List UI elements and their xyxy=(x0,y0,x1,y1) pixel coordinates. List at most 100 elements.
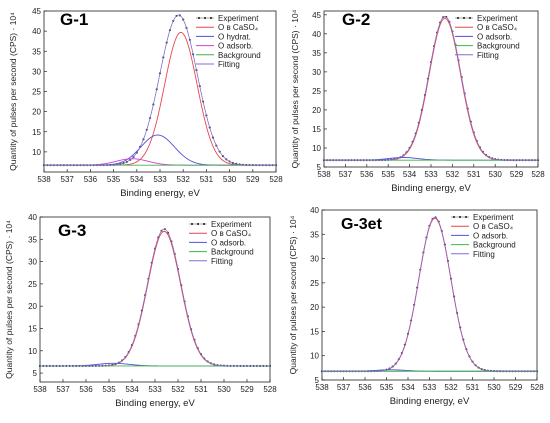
x-axis-label: Binding energy, eV xyxy=(115,398,195,409)
y-tick-label: 20 xyxy=(28,302,37,311)
y-tick-label: 45 xyxy=(312,11,321,20)
y-tick-label: 15 xyxy=(310,327,319,336)
x-tick-label: 531 xyxy=(466,383,480,392)
y-tick-label: 35 xyxy=(28,235,37,244)
y-tick-label: 40 xyxy=(28,213,37,222)
legend-swatch-dot xyxy=(458,215,462,219)
panel-title: G-3et xyxy=(341,216,383,233)
y-axis-label: Quantity of pulses per second (CPS) · 10… xyxy=(288,215,298,374)
x-tick-label: 532 xyxy=(444,383,458,392)
y-tick-label: 20 xyxy=(310,303,319,312)
x-tick-label: 531 xyxy=(200,175,214,184)
legend-entry: O adsorb. xyxy=(473,231,508,240)
series-fitting-line xyxy=(322,217,537,372)
legend-swatch-dot xyxy=(464,215,468,219)
panel-g-1: 538 537 536 535 534 533 532 531 530 529 528 10 15 20 2… xyxy=(8,7,283,199)
x-tick-label: 535 xyxy=(102,385,116,394)
x-tick-label: 537 xyxy=(61,175,75,184)
x-tick-label: 536 xyxy=(79,385,93,394)
y-tick-label: 45 xyxy=(32,7,41,16)
y-tick-label: 25 xyxy=(32,88,41,97)
x-tick-label: 534 xyxy=(403,170,417,179)
legend-entry: O hydrat. xyxy=(218,32,251,41)
y-tick-label: 15 xyxy=(28,324,37,333)
y-axis-label: Quantity of pulses per second (CPS) · 10… xyxy=(290,9,300,168)
legend-entry: Fitting xyxy=(473,250,495,259)
y-tick-label: 20 xyxy=(32,108,41,117)
y-axis-label: Quantity of pulses per second (CPS) · 10… xyxy=(8,12,18,171)
panel-title: G-3 xyxy=(58,221,86,240)
x-tick-label: 537 xyxy=(339,170,353,179)
panel-title: G-1 xyxy=(60,10,88,29)
legend-swatch-dot xyxy=(456,16,460,20)
x-tick-label: 535 xyxy=(380,383,394,392)
y-tick-label: 40 xyxy=(32,27,41,36)
x-tick-label: 535 xyxy=(382,170,396,179)
panel-g-2: 538 537 536 535 534 533 532 531 530 529 528 5 10 15 20… xyxy=(290,9,545,194)
panel-g-3: 538 537 536 535 534 533 532 531 530 529 528 5 10 15 20… xyxy=(4,213,277,409)
series-fitting-line xyxy=(324,15,538,161)
legend-entry: Fitting xyxy=(477,51,499,60)
x-tick-label: 538 xyxy=(317,170,331,179)
y-tick-label: 10 xyxy=(310,352,319,361)
legend-swatch-dot xyxy=(468,16,472,20)
series-o-hydrat--line xyxy=(44,134,276,166)
legend-swatch-dot xyxy=(462,16,466,20)
x-tick-label: 533 xyxy=(424,170,438,179)
y-tick-label: 25 xyxy=(312,87,321,96)
x-tick-label: 533 xyxy=(423,383,437,392)
legend-swatch-dot xyxy=(452,215,456,219)
series-fitting-line xyxy=(44,14,277,166)
x-tick-label: 530 xyxy=(489,170,503,179)
y-tick-label: 35 xyxy=(312,49,321,58)
y-tick-label: 35 xyxy=(32,47,41,56)
legend-entry: Experiment xyxy=(477,14,518,23)
x-tick-label: 531 xyxy=(194,385,208,394)
y-tick-label: 5 xyxy=(33,369,38,378)
y-tick-label: 5 xyxy=(317,163,322,172)
x-tick-label: 530 xyxy=(223,175,237,184)
y-tick-label: 20 xyxy=(312,106,321,115)
x-tick-label: 532 xyxy=(446,170,460,179)
x-tick-label: 537 xyxy=(337,383,351,392)
x-tick-label: 536 xyxy=(358,383,372,392)
y-tick-label: 5 xyxy=(315,376,320,385)
x-tick-label: 534 xyxy=(125,385,139,394)
legend-swatch-dot xyxy=(196,222,200,226)
x-tick-label: 531 xyxy=(467,170,481,179)
x-tick-label: 528 xyxy=(263,385,277,394)
y-tick-label: 25 xyxy=(28,280,37,289)
x-tick-label: 538 xyxy=(33,385,47,394)
x-tick-label: 528 xyxy=(530,383,544,392)
y-tick-label: 10 xyxy=(28,347,37,356)
y-tick-label: 30 xyxy=(310,255,319,264)
x-tick-label: 536 xyxy=(84,175,98,184)
y-tick-label: 35 xyxy=(310,230,319,239)
x-tick-label: 538 xyxy=(37,175,51,184)
y-axis-label: Quantity of pulses per second (CPS) · 10… xyxy=(4,220,14,379)
x-tick-label: 532 xyxy=(171,385,185,394)
legend-swatch-dot xyxy=(209,16,213,20)
legend-entry: Experiment xyxy=(218,14,259,23)
legend-entry: Experiment xyxy=(211,220,252,229)
y-tick-label: 40 xyxy=(310,206,319,215)
panel-title: G-2 xyxy=(342,10,370,29)
x-tick-label: 534 xyxy=(401,383,415,392)
x-tick-label: 533 xyxy=(153,175,167,184)
y-tick-label: 10 xyxy=(312,144,321,153)
y-tick-label: 15 xyxy=(32,128,41,137)
legend-entry: O adsorb. xyxy=(477,32,512,41)
legend-swatch-dot xyxy=(202,222,206,226)
x-tick-label: 537 xyxy=(56,385,70,394)
series-o-adsorb--line xyxy=(44,158,276,166)
x-axis-label: Binding energy, eV xyxy=(391,183,471,194)
legend-entry: Experiment xyxy=(473,213,514,222)
x-tick-label: 529 xyxy=(509,383,523,392)
legend-entry: Fitting xyxy=(211,257,233,266)
legend-entry: Background xyxy=(218,51,261,60)
x-tick-label: 530 xyxy=(487,383,501,392)
x-tick-label: 528 xyxy=(531,170,545,179)
